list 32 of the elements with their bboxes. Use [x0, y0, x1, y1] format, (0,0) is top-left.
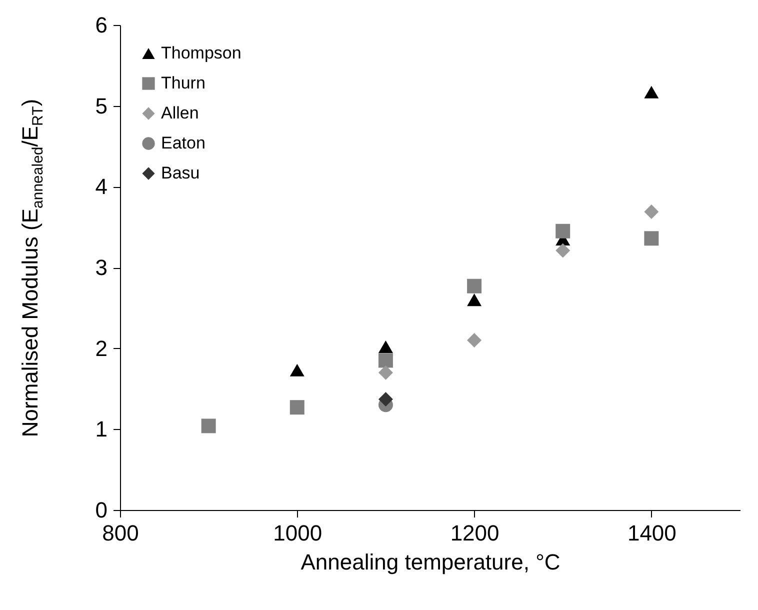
y-tick-label: 3	[95, 255, 108, 280]
point	[201, 418, 216, 434]
legend-label: Eaton	[161, 134, 206, 152]
point	[467, 294, 482, 306]
legend-label: Basu	[161, 164, 200, 182]
x-tick-label: 1200	[450, 520, 500, 546]
y-tick-label: 1	[95, 416, 108, 442]
point	[378, 392, 393, 407]
point	[467, 278, 482, 294]
point	[644, 231, 659, 246]
x-tick-label: 1400	[627, 520, 676, 546]
y-tick-label: 0	[95, 498, 108, 522]
legend-label: Thompson	[161, 44, 242, 62]
x-axis-title: Annealing temperature, °C	[300, 550, 560, 574]
legend-label: Allen	[161, 104, 199, 122]
point	[467, 333, 482, 348]
y-tick-label: 2	[95, 336, 108, 361]
point	[290, 364, 304, 376]
point	[556, 224, 570, 238]
point	[378, 340, 393, 353]
y-tick-label: 5	[95, 93, 108, 118]
point	[644, 86, 659, 98]
point	[378, 365, 393, 380]
x-tick-label: 800	[102, 520, 139, 546]
legend-label: Thurn	[161, 74, 206, 92]
point	[644, 204, 659, 219]
y-tick-label: 6	[95, 12, 108, 38]
point	[378, 353, 393, 368]
y-tick-label: 4	[95, 174, 108, 200]
point	[290, 400, 304, 415]
point	[556, 243, 570, 258]
x-tick-label: 1000	[273, 520, 322, 546]
